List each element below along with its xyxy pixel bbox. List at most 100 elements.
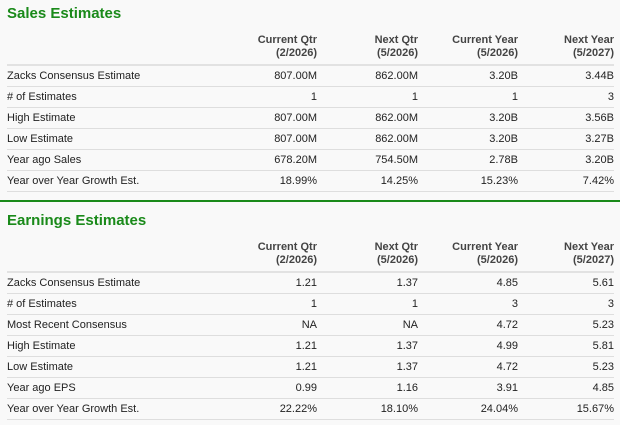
column-label: Next Qtr bbox=[374, 34, 418, 46]
table-row: # of Estimates 1 1 3 3 bbox=[7, 293, 614, 315]
cell-value: 3.20B bbox=[518, 149, 614, 171]
cell-value: 4.72 bbox=[418, 356, 518, 378]
cell-value: NA bbox=[217, 314, 317, 336]
column-header: Current Qtr (2/2026) bbox=[217, 32, 317, 66]
column-label: Next Year bbox=[564, 241, 614, 253]
cell-value: 7.42% bbox=[518, 170, 614, 192]
cell-value: 4.85 bbox=[518, 377, 614, 399]
row-label: Year ago Sales bbox=[7, 149, 217, 171]
column-period: (5/2027) bbox=[573, 254, 614, 266]
cell-value: 1 bbox=[317, 86, 418, 108]
cell-value: NA bbox=[317, 314, 418, 336]
table-row: High Estimate 807.00M 862.00M 3.20B 3.56B bbox=[7, 107, 614, 129]
section-divider bbox=[0, 200, 620, 202]
row-label: # of Estimates bbox=[7, 293, 217, 315]
cell-value: 1.21 bbox=[217, 356, 317, 378]
cell-value: 18.10% bbox=[317, 398, 418, 420]
cell-value: 3.91 bbox=[418, 377, 518, 399]
cell-value: 4.99 bbox=[418, 335, 518, 357]
table-row: Low Estimate 807.00M 862.00M 3.20B 3.27B bbox=[7, 128, 614, 150]
cell-value: 807.00M bbox=[217, 128, 317, 150]
cell-value: 1 bbox=[217, 293, 317, 315]
cell-value: 0.99 bbox=[217, 377, 317, 399]
earnings-estimates-table: Current Qtr (2/2026) Next Qtr (5/2026) Curre… bbox=[7, 239, 614, 420]
cell-value: 15.67% bbox=[518, 398, 614, 420]
cell-value: 807.00M bbox=[217, 107, 317, 129]
cell-value: 754.50M bbox=[317, 149, 418, 171]
cell-value: 4.85 bbox=[418, 272, 518, 294]
row-label: Zacks Consensus Estimate bbox=[7, 65, 217, 87]
cell-value: 1.21 bbox=[217, 272, 317, 294]
column-label: Next Year bbox=[564, 34, 614, 46]
table-row: Year over Year Growth Est. 18.99% 14.25% 15… bbox=[7, 170, 614, 192]
column-label: Current Qtr bbox=[257, 34, 317, 46]
cell-value: 2.78B bbox=[418, 149, 518, 171]
cell-value: 3 bbox=[418, 293, 518, 315]
table-row: Year over Year Growth Est. 22.22% 18.10% 24… bbox=[7, 398, 614, 420]
row-label: Low Estimate bbox=[7, 128, 217, 150]
cell-value: 5.23 bbox=[518, 314, 614, 336]
cell-value: 5.23 bbox=[518, 356, 614, 378]
header-blank bbox=[7, 32, 217, 66]
table-row: Most Recent Consensus NA NA 4.72 5.23 bbox=[7, 314, 614, 336]
cell-value: 3 bbox=[518, 86, 614, 108]
cell-value: 1.16 bbox=[317, 377, 418, 399]
cell-value: 862.00M bbox=[317, 128, 418, 150]
cell-value: 1.21 bbox=[217, 335, 317, 357]
cell-value: 4.72 bbox=[418, 314, 518, 336]
column-label: Current Year bbox=[452, 34, 518, 46]
cell-value: 5.81 bbox=[518, 335, 614, 357]
cell-value: 24.04% bbox=[418, 398, 518, 420]
row-label: Zacks Consensus Estimate bbox=[7, 272, 217, 294]
column-header: Next Qtr (5/2026) bbox=[317, 239, 418, 273]
column-header: Next Year (5/2027) bbox=[518, 32, 614, 66]
column-header: Current Year (5/2026) bbox=[418, 239, 518, 273]
cell-value: 1.37 bbox=[317, 356, 418, 378]
cell-value: 862.00M bbox=[317, 107, 418, 129]
row-label: Most Recent Consensus bbox=[7, 314, 217, 336]
sales-estimates-table: Current Qtr (2/2026) Next Qtr (5/2026) Curre… bbox=[7, 32, 614, 192]
cell-value: 15.23% bbox=[418, 170, 518, 192]
row-label: High Estimate bbox=[7, 107, 217, 129]
cell-value: 3.20B bbox=[418, 107, 518, 129]
table-row: Low Estimate 1.21 1.37 4.72 5.23 bbox=[7, 356, 614, 378]
cell-value: 22.22% bbox=[217, 398, 317, 420]
column-period: (2/2026) bbox=[276, 47, 317, 59]
table-row: High Estimate 1.21 1.37 4.99 5.81 bbox=[7, 335, 614, 357]
column-header: Next Year (5/2027) bbox=[518, 239, 614, 273]
cell-value: 1.37 bbox=[317, 335, 418, 357]
cell-value: 862.00M bbox=[317, 65, 418, 87]
cell-value: 807.00M bbox=[217, 65, 317, 87]
cell-value: 18.99% bbox=[217, 170, 317, 192]
table-row: Year ago EPS 0.99 1.16 3.91 4.85 bbox=[7, 377, 614, 399]
cell-value: 3.27B bbox=[518, 128, 614, 150]
header-blank bbox=[7, 239, 217, 273]
cell-value: 3.44B bbox=[518, 65, 614, 87]
column-period: (5/2026) bbox=[377, 47, 418, 59]
section-title: Sales Estimates bbox=[7, 5, 122, 22]
column-header: Current Year (5/2026) bbox=[418, 32, 518, 66]
column-period: (2/2026) bbox=[276, 254, 317, 266]
row-label: Low Estimate bbox=[7, 356, 217, 378]
table-row: # of Estimates 1 1 1 3 bbox=[7, 86, 614, 108]
cell-value: 3.20B bbox=[418, 65, 518, 87]
table-header-row: Current Qtr (2/2026) Next Qtr (5/2026) Curre… bbox=[7, 239, 614, 273]
column-label: Next Qtr bbox=[374, 241, 418, 253]
cell-value: 3.20B bbox=[418, 128, 518, 150]
column-period: (5/2026) bbox=[477, 254, 518, 266]
row-label: # of Estimates bbox=[7, 86, 217, 108]
cell-value: 1 bbox=[217, 86, 317, 108]
column-period: (5/2026) bbox=[477, 47, 518, 59]
cell-value: 5.61 bbox=[518, 272, 614, 294]
row-label: Year over Year Growth Est. bbox=[7, 170, 217, 192]
row-label: Year over Year Growth Est. bbox=[7, 398, 217, 420]
column-label: Current Qtr bbox=[257, 241, 317, 253]
table-row: Zacks Consensus Estimate 1.21 1.37 4.85 5.61 bbox=[7, 272, 614, 294]
row-label: High Estimate bbox=[7, 335, 217, 357]
column-header: Current Qtr (2/2026) bbox=[217, 239, 317, 273]
cell-value: 1 bbox=[418, 86, 518, 108]
table-row: Zacks Consensus Estimate 807.00M 862.00M 3.… bbox=[7, 65, 614, 87]
column-header: Next Qtr (5/2026) bbox=[317, 32, 418, 66]
cell-value: 1.37 bbox=[317, 272, 418, 294]
cell-value: 3 bbox=[518, 293, 614, 315]
